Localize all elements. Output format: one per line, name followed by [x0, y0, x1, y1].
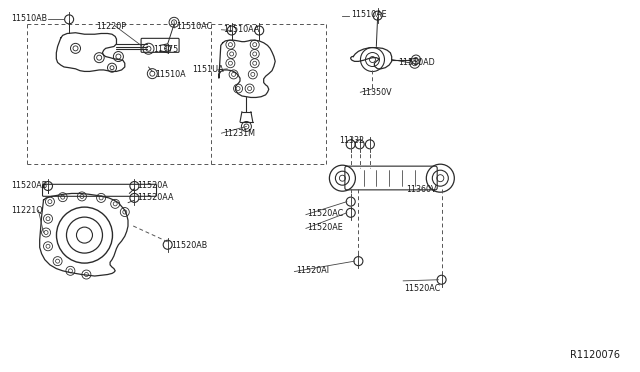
Text: 11231M: 11231M — [223, 129, 255, 138]
Text: 11520A: 11520A — [138, 181, 168, 190]
Text: R1120076: R1120076 — [570, 350, 620, 360]
Text: 11510A: 11510A — [155, 70, 186, 79]
Text: 11510AA: 11510AA — [223, 25, 259, 33]
Text: 11520AA: 11520AA — [138, 193, 174, 202]
Text: 11350V: 11350V — [362, 88, 392, 97]
Text: 11510AE: 11510AE — [351, 10, 387, 19]
Text: 11510AC: 11510AC — [176, 22, 212, 31]
Text: 11520AE: 11520AE — [307, 223, 343, 232]
Text: 11332: 11332 — [339, 136, 364, 145]
Text: 11220P: 11220P — [96, 22, 126, 31]
Text: 11375: 11375 — [154, 45, 179, 54]
Text: 11520AI: 11520AI — [296, 266, 329, 275]
Text: 11221Q: 11221Q — [12, 206, 43, 215]
Text: 11520AC: 11520AC — [307, 209, 344, 218]
Text: 11360V: 11360V — [406, 185, 437, 194]
Text: 11520AB: 11520AB — [12, 181, 48, 190]
Text: 11520AC: 11520AC — [404, 284, 441, 293]
Text: 11510AD: 11510AD — [398, 58, 435, 67]
Text: 1151UA: 1151UA — [192, 65, 223, 74]
Text: 11520AB: 11520AB — [172, 241, 208, 250]
Text: 11510AB: 11510AB — [12, 14, 47, 23]
